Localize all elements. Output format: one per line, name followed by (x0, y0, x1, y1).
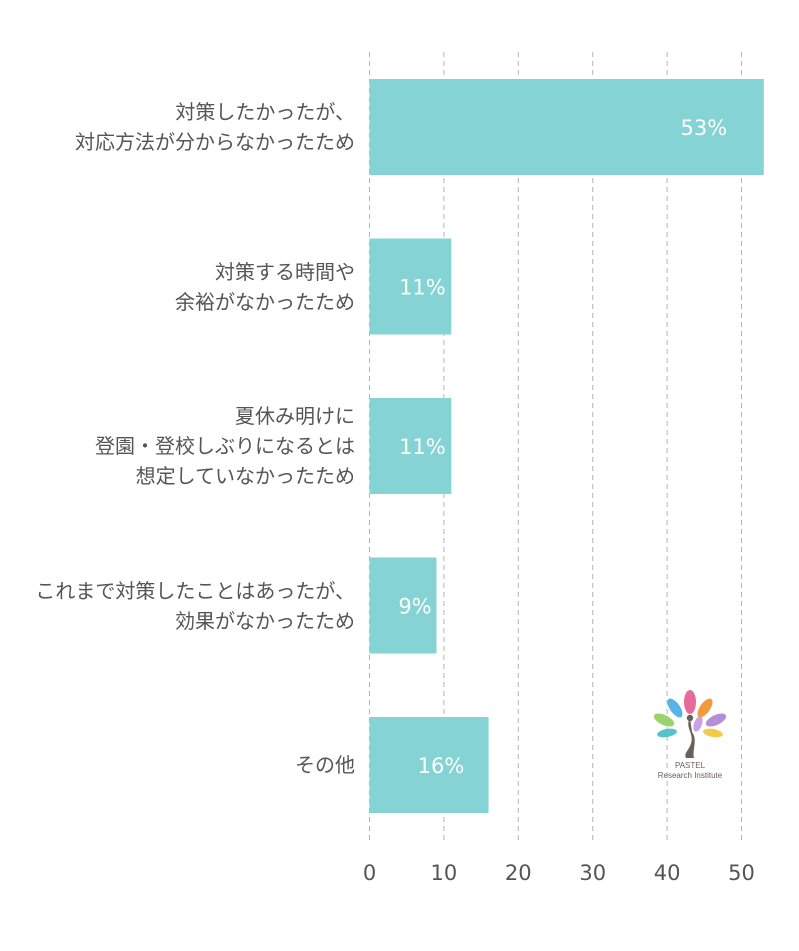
leaf-icon (653, 690, 727, 758)
x-tick-label: 20 (505, 861, 532, 885)
category-label: これまで対策したことはあったが、効果がなかったため (35, 576, 355, 636)
logo-line1: PASTEL (675, 761, 706, 770)
category-label: 対策する時間や余裕がなかったため (175, 257, 355, 317)
category-label-line: その他 (295, 753, 355, 777)
figure (685, 718, 695, 758)
category-label-line: これまで対策したことはあったが、 (35, 578, 355, 603)
data-label: 53% (680, 116, 727, 140)
data-labels: 53% 11% 11% 9% 16% (398, 116, 727, 778)
x-tick-label: 30 (579, 861, 606, 885)
category-label-line: 効果がなかったため (175, 608, 355, 633)
category-label-line: 想定していなかったため (135, 464, 355, 488)
x-tick-label: 0 (363, 861, 376, 885)
bars (369, 79, 764, 813)
leaf (703, 728, 723, 738)
x-tick-label: 40 (654, 861, 681, 885)
data-label: 16% (418, 754, 465, 778)
data-label: 11% (399, 435, 446, 459)
leaf (693, 716, 703, 732)
x-tick-label: 50 (728, 861, 755, 885)
x-axis-ticks: 0 10 20 30 40 50 (363, 861, 755, 885)
leaf (657, 728, 677, 738)
leaf (667, 698, 683, 718)
category-label-line: 夏休み明けに (235, 404, 355, 428)
category-label-line: 対応方法が分からなかったため (75, 130, 355, 154)
x-tick-label: 10 (431, 861, 458, 885)
category-label: 対策したかったが、対応方法が分からなかったため (75, 97, 355, 157)
category-label-line: 余裕がなかったため (175, 289, 355, 314)
data-label: 11% (399, 276, 446, 300)
logo-line2: Research Institute (658, 771, 723, 780)
leaf (697, 698, 713, 718)
leaf (684, 690, 696, 714)
category-label: 夏休み明けに登園・登校しぶりになるとは想定していなかったため (95, 401, 355, 491)
bar (369, 398, 452, 494)
bar (369, 238, 452, 335)
category-label-line: 登園・登校しぶりになるとは (95, 434, 355, 458)
category-label-line: 対策する時間や (215, 259, 355, 284)
pastel-logo: PASTEL Research Institute (640, 688, 740, 783)
category-label: その他 (295, 750, 355, 780)
figure-head (686, 714, 694, 722)
bar (369, 79, 764, 175)
data-label: 9% (398, 595, 431, 619)
bar (369, 557, 437, 654)
category-label-line: 対策したかったが、 (175, 100, 355, 124)
leaf (653, 713, 675, 727)
bar (369, 717, 489, 813)
leaf (705, 713, 727, 727)
